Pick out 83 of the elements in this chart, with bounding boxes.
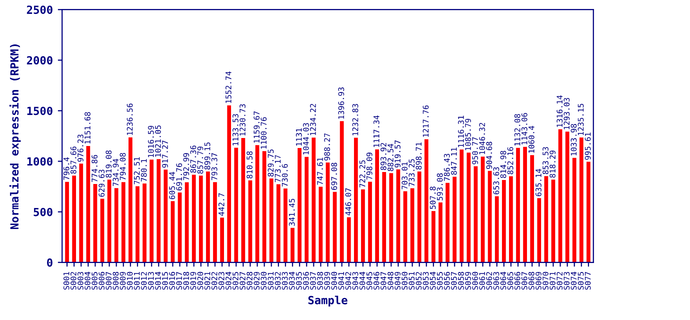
bar — [438, 202, 442, 262]
bar — [502, 180, 506, 262]
bar — [544, 176, 548, 262]
bar — [156, 159, 161, 262]
bar — [354, 138, 358, 262]
bar — [220, 218, 224, 262]
bar — [382, 172, 386, 262]
y-tick-label: 1500 — [27, 106, 52, 116]
bar — [170, 201, 175, 262]
bar — [136, 186, 140, 262]
bar — [198, 176, 203, 262]
bar — [530, 155, 534, 262]
bar — [312, 138, 316, 262]
bar — [304, 156, 309, 262]
bar — [446, 182, 450, 262]
bar — [234, 148, 238, 262]
y-tick-label: 2000 — [26, 56, 52, 65]
bar — [192, 174, 196, 262]
bar — [72, 176, 76, 262]
bar — [572, 158, 576, 262]
bar — [178, 192, 182, 262]
bar — [276, 184, 280, 262]
bar — [551, 180, 556, 262]
bar — [241, 138, 246, 262]
bar — [107, 180, 112, 262]
y-tick-label: 1000 — [27, 157, 52, 166]
x-axis-title: Sample — [308, 296, 348, 306]
y-tick-label: 500 — [34, 208, 52, 216]
bar — [460, 150, 464, 262]
bar — [417, 172, 422, 262]
bar — [206, 171, 210, 262]
bar — [361, 189, 365, 262]
bar — [523, 146, 527, 262]
bar — [432, 211, 436, 262]
bar — [410, 188, 414, 262]
bar — [121, 182, 126, 262]
bar — [516, 148, 520, 262]
bar — [579, 138, 584, 262]
bar — [284, 188, 288, 262]
bar — [298, 148, 302, 262]
bar — [150, 160, 154, 262]
y-axis-title: Normalized expression (RPKM) — [9, 44, 21, 230]
bar — [128, 137, 132, 262]
bar — [213, 182, 217, 262]
bar — [586, 162, 590, 262]
bar — [466, 152, 471, 262]
y-tick-label: 2500 — [26, 6, 52, 14]
bar — [509, 176, 513, 262]
bar — [164, 170, 168, 262]
bar — [184, 182, 189, 262]
bar — [332, 192, 337, 262]
bar — [326, 162, 330, 262]
bar — [424, 139, 428, 262]
bar — [480, 156, 485, 262]
bar — [86, 146, 90, 262]
bar — [255, 145, 260, 262]
bar — [262, 151, 266, 262]
bar — [488, 170, 492, 262]
bar — [474, 166, 478, 262]
bar — [368, 182, 372, 262]
bar — [346, 217, 351, 262]
bar — [396, 169, 400, 262]
bar — [558, 129, 562, 262]
bar — [100, 198, 104, 262]
bar — [452, 176, 457, 262]
bar — [494, 196, 499, 262]
bar — [375, 149, 380, 262]
y-tick-label: 0 — [47, 258, 52, 267]
bar — [248, 180, 252, 262]
bar — [114, 188, 118, 262]
bar — [537, 198, 542, 262]
bar — [389, 173, 394, 262]
bar — [65, 182, 69, 262]
bar — [565, 132, 570, 262]
bar — [290, 228, 294, 262]
bar — [340, 121, 344, 262]
bar — [269, 178, 274, 262]
bar — [93, 184, 98, 262]
bar — [142, 184, 146, 262]
bar — [318, 186, 323, 262]
bar — [227, 105, 232, 262]
bar — [79, 164, 84, 262]
bar — [403, 191, 408, 262]
